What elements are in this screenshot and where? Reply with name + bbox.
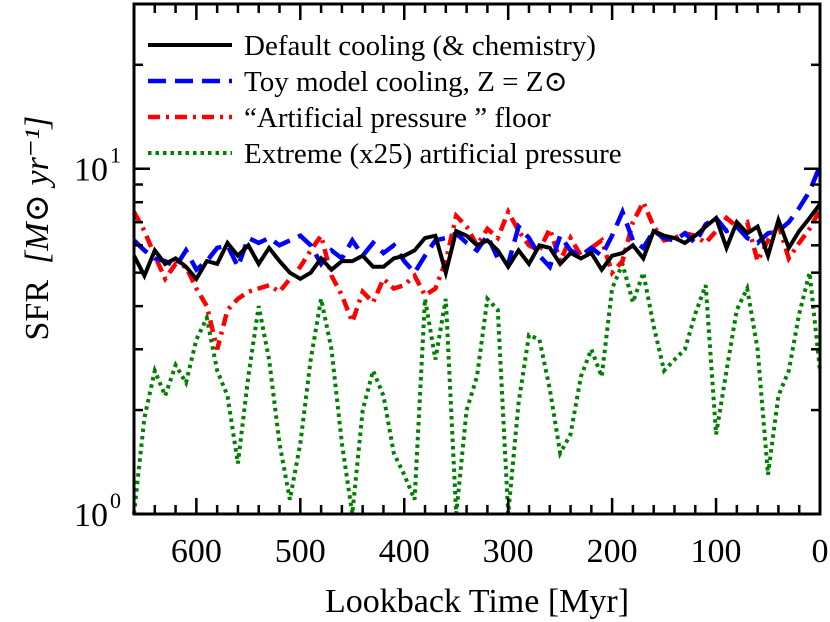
plot-frame: [132, 2, 822, 516]
x-tick-label: 100: [691, 533, 742, 570]
y-axis-label: SFR [M⊙ yr⁻¹]: [19, 116, 56, 341]
x-tick-label: 500: [275, 533, 326, 570]
legend: Default cooling (& chemistry) Toy model c…: [148, 30, 622, 170]
series-line-3: [132, 257, 822, 515]
y-axis-label-main: SFR: [19, 280, 56, 341]
y-axis-label-unit: [M⊙ yr⁻¹]: [19, 116, 56, 264]
y-tick-label: 10: [74, 152, 108, 189]
x-tick-label: 400: [379, 533, 430, 570]
series-line-0: [132, 202, 822, 283]
legend-label-0: Default cooling (& chemistry): [244, 30, 596, 62]
x-tick-label: 0: [812, 533, 829, 570]
x-tick-label: 200: [587, 533, 638, 570]
x-tick-label: 600: [171, 533, 222, 570]
y-tick-label: 10: [74, 497, 108, 534]
y-tick-exponent: 0: [110, 488, 121, 513]
y-tick-exponent: 1: [110, 143, 121, 168]
x-tick-label: 300: [483, 533, 534, 570]
series-layer: [132, 164, 823, 515]
legend-label-1: Toy model cooling, Z = Z⊙: [244, 66, 568, 98]
x-axis-label: Lookback Time [Myr]: [325, 583, 629, 620]
legend-label-2: “Artificial pressure ” floor: [244, 102, 551, 134]
legend-label-3: Extreme (x25) artificial pressure: [244, 138, 622, 170]
